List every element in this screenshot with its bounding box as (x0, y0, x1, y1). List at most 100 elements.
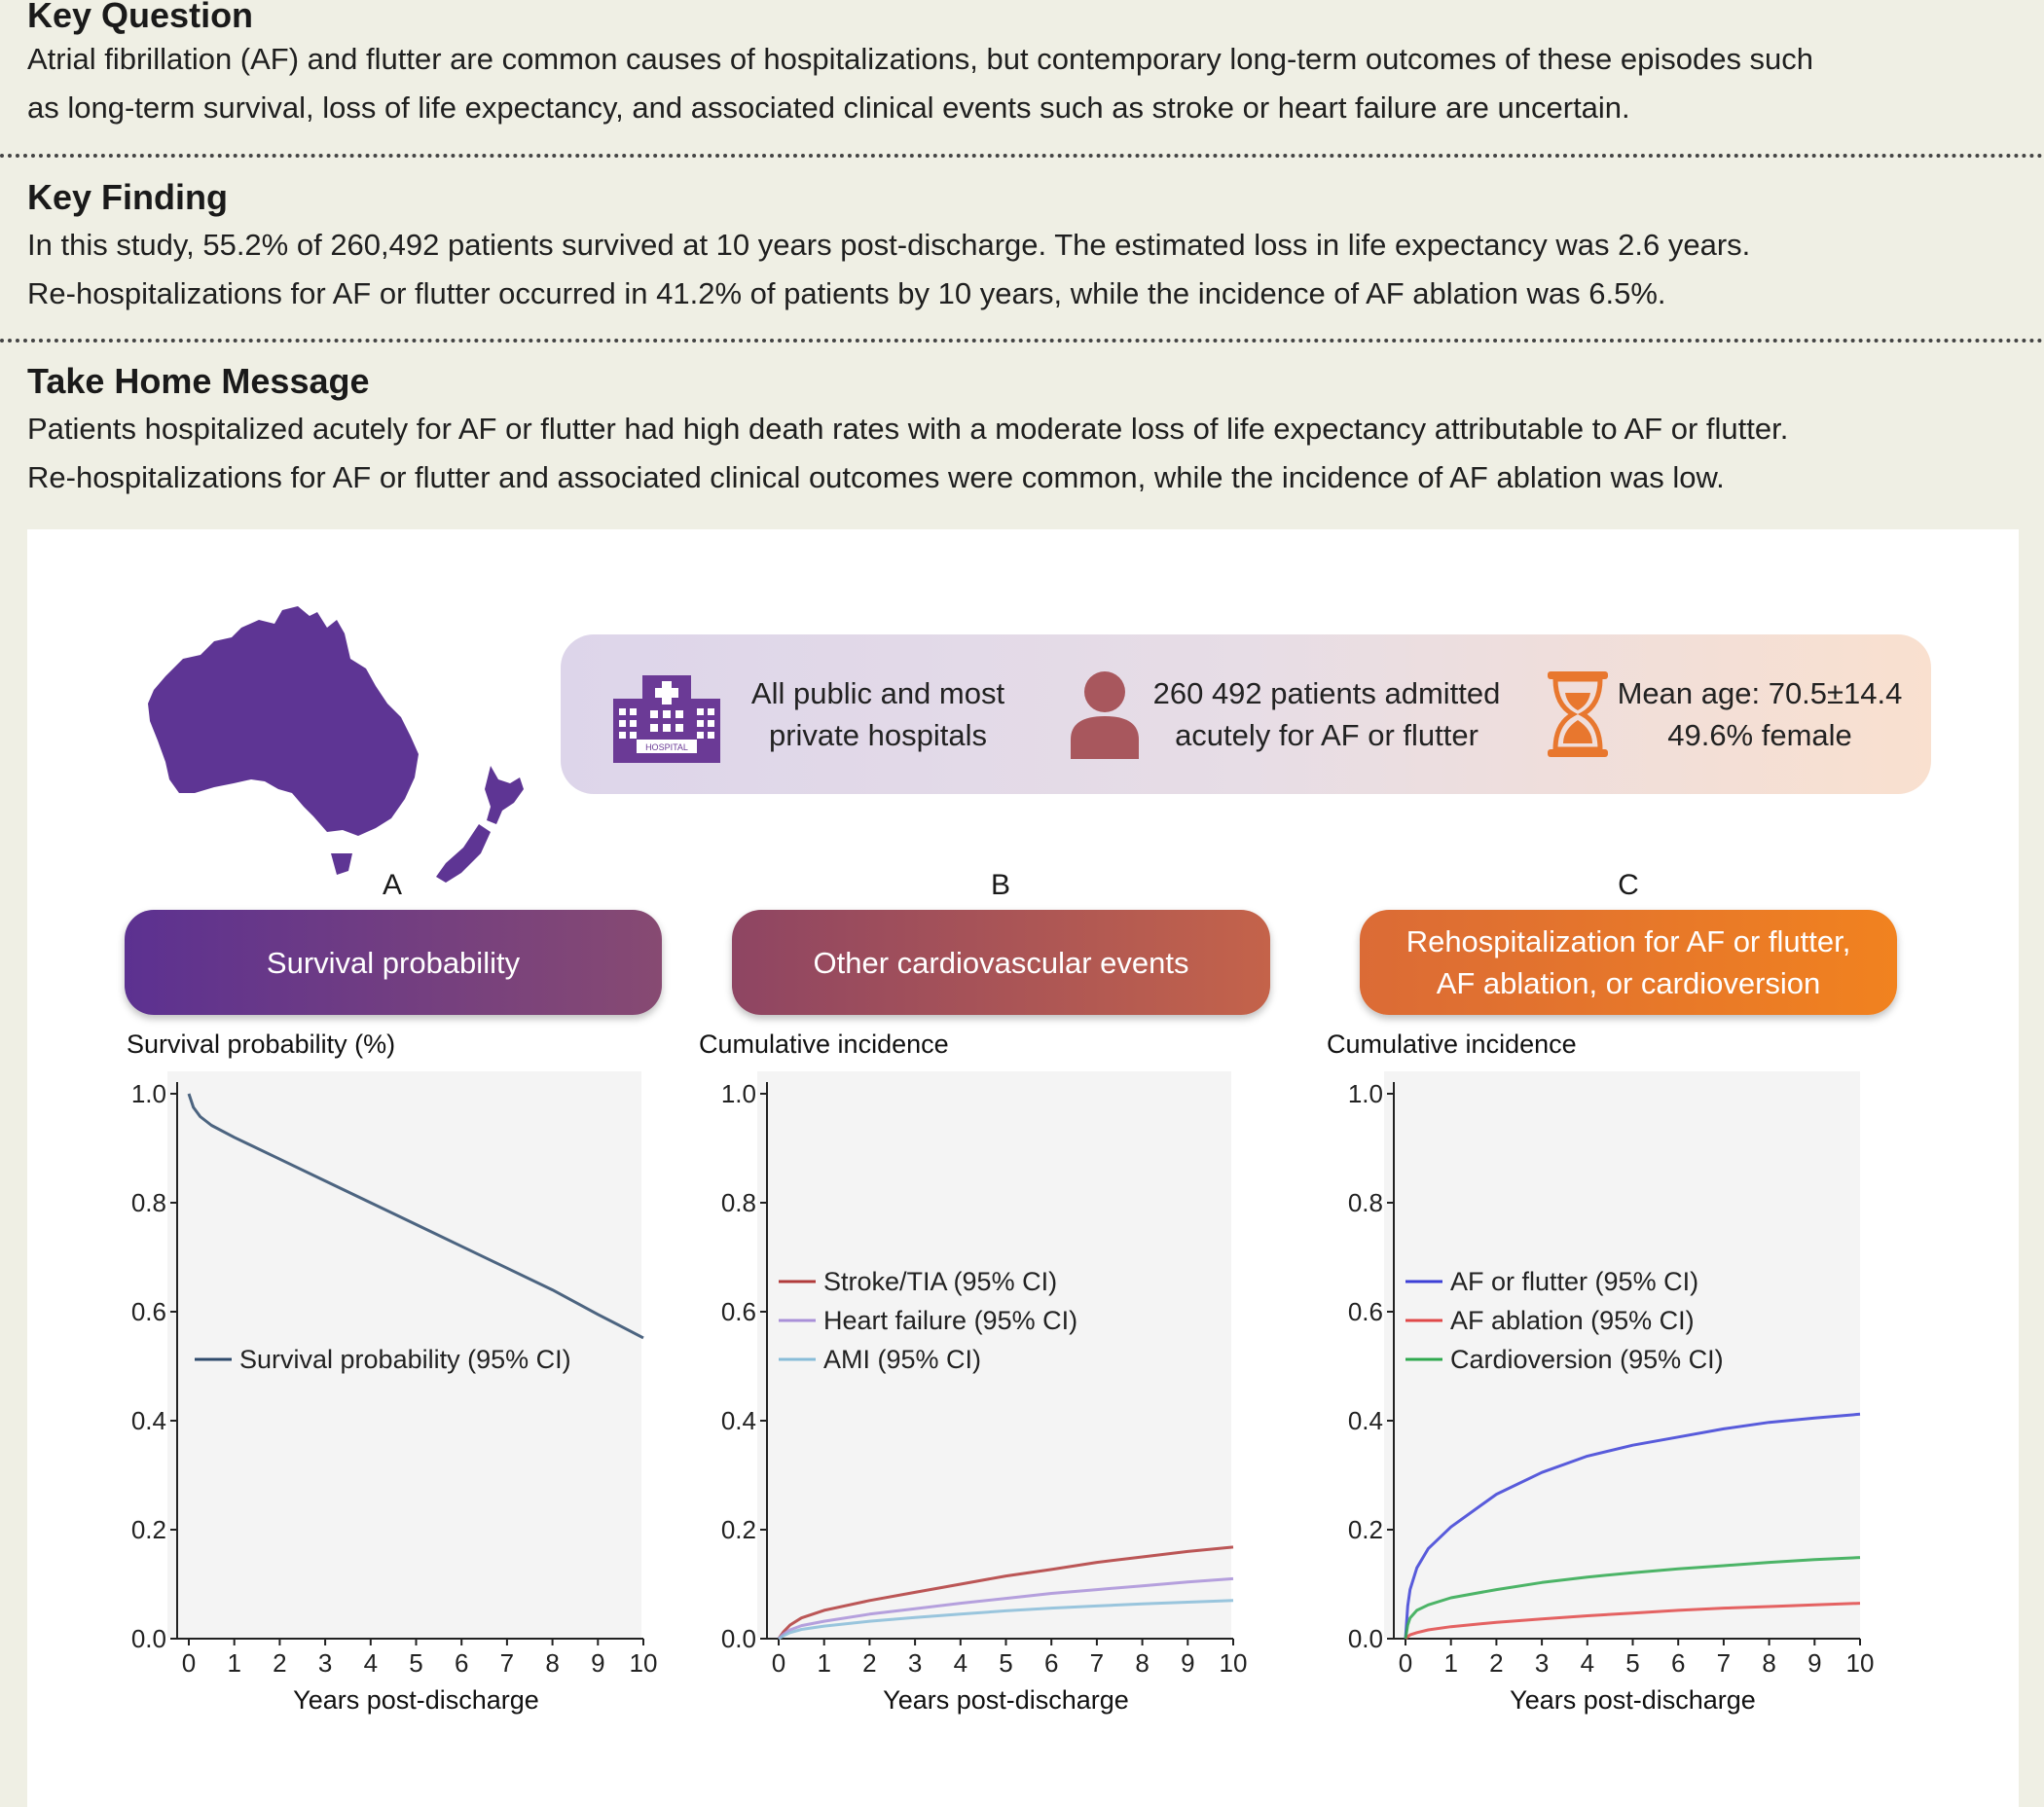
y-tick-label: 0.2 (131, 1515, 166, 1544)
key-question-line-2: as long-term survival, loss of life expe… (27, 90, 1630, 125)
chart-c: 0.0 0.2 0.4 0.6 0.8 1.0 0 1 2 3 4 5 6 7 8 9 10 Years post… (1348, 1071, 1875, 1715)
x-tick-label: 0 (1399, 1648, 1412, 1678)
y-tick-label: 0.6 (1348, 1297, 1383, 1326)
take-home-line-1: Patients hospitalized acutely for AF or … (27, 412, 1789, 446)
x-tick-label: 4 (364, 1648, 378, 1678)
hospitals-info: All public and most private hospitals (732, 672, 1024, 756)
panel-a-title-text: Survival probability (266, 945, 521, 980)
age-line-1: Mean age: 70.5±14.4 (1617, 676, 1903, 710)
x-tick-label: 7 (1717, 1648, 1731, 1678)
y-tick-label: 0.4 (721, 1406, 756, 1435)
hospitals-line-1: All public and most (750, 676, 1005, 710)
x-tick-label: 0 (182, 1648, 196, 1678)
x-tick-label: 10 (1846, 1648, 1875, 1678)
panel-c-title-line-2: AF ablation, or cardioversion (1436, 966, 1821, 1000)
x-tick-label: 4 (1581, 1648, 1594, 1678)
x-tick-label: 9 (1181, 1648, 1194, 1678)
key-question-section: Key Question Atrial fibrillation (AF) an… (27, 0, 2018, 132)
plot-area (167, 1071, 641, 1638)
x-tick-label: 8 (545, 1648, 559, 1678)
key-question-line-1: Atrial fibrillation (AF) and flutter are… (27, 42, 1814, 76)
chart-c-ylabel: Cumulative incidence (1327, 1030, 1577, 1059)
x-tick-label: 5 (409, 1648, 422, 1678)
y-tick-label: 1.0 (1348, 1079, 1383, 1108)
y-tick-label: 0.4 (1348, 1406, 1383, 1435)
x-tick-label: 9 (1807, 1648, 1821, 1678)
hospital-sign-text: HOSPITAL (645, 742, 688, 752)
plot-area (757, 1071, 1231, 1638)
y-tick-label: 1.0 (721, 1079, 756, 1108)
divider-2 (0, 339, 2044, 343)
panel-c-title: Rehospitalization for AF or flutter, AF … (1360, 910, 1897, 1015)
y-tick-label: 0.2 (721, 1515, 756, 1544)
legend-label: Survival probability (95% CI) (239, 1345, 571, 1374)
legend-label: AMI (95% CI) (823, 1345, 981, 1374)
panel-letter-b: B (990, 869, 1010, 901)
series-line-3 (1404, 1556, 1861, 1640)
x-tick-label: 2 (862, 1648, 876, 1678)
x-tick-label: 2 (273, 1648, 286, 1678)
hospitals-line-2: private hospitals (768, 718, 987, 752)
patients-line-2: acutely for AF or flutter (1175, 718, 1478, 752)
x-tick-label: 6 (1044, 1648, 1058, 1678)
chart-b-ylabel: Cumulative incidence (699, 1030, 949, 1059)
take-home-heading: Take Home Message (27, 361, 370, 401)
x-axis-label: Years post-discharge (1510, 1685, 1756, 1715)
x-tick-label: 3 (908, 1648, 922, 1678)
hourglass-icon (1548, 671, 1608, 757)
series-line-2 (1404, 1602, 1861, 1641)
x-tick-label: 1 (1443, 1648, 1457, 1678)
y-tick-label: 0.2 (1348, 1515, 1383, 1544)
x-tick-label: 3 (1535, 1648, 1549, 1678)
legend-label: Stroke/TIA (95% CI) (823, 1267, 1057, 1296)
y-tick-label: 0.8 (721, 1188, 756, 1217)
x-tick-label: 0 (772, 1648, 785, 1678)
x-tick-label: 8 (1135, 1648, 1149, 1678)
key-finding-section: Key Finding In this study, 55.2% of 260,… (27, 176, 2018, 318)
panel-a-title: Survival probability (125, 910, 662, 1015)
legend-label: AF ablation (95% CI) (1450, 1306, 1695, 1335)
x-tick-label: 5 (999, 1648, 1012, 1678)
legend-label: AF or flutter (95% CI) (1450, 1267, 1698, 1296)
divider-1 (0, 154, 2044, 158)
australia-nz-map-icon (148, 606, 524, 883)
y-tick-label: 0.6 (721, 1297, 756, 1326)
y-tick-label: 0.0 (1348, 1624, 1383, 1653)
key-finding-line-2: Re-hospitalizations for AF or flutter oc… (27, 276, 1666, 310)
x-tick-label: 4 (954, 1648, 967, 1678)
x-tick-label: 8 (1762, 1648, 1775, 1678)
x-tick-label: 6 (455, 1648, 468, 1678)
x-tick-label: 1 (227, 1648, 240, 1678)
patients-line-1: 260 492 patients admitted (1152, 676, 1501, 710)
key-question-text: Atrial fibrillation (AF) and flutter are… (27, 35, 2018, 132)
y-tick-label: 1.0 (131, 1079, 166, 1108)
panel-b-title-text: Other cardiovascular events (813, 945, 1189, 980)
legend-label: Heart failure (95% CI) (823, 1306, 1077, 1335)
series-line-3 (778, 1599, 1234, 1641)
x-tick-label: 10 (1220, 1648, 1248, 1678)
y-tick-label: 0.0 (721, 1624, 756, 1653)
take-home-text: Patients hospitalized acutely for AF or … (27, 405, 2018, 502)
y-tick-label: 0.6 (131, 1297, 166, 1326)
series-line-1 (1404, 1412, 1861, 1640)
x-tick-label: 2 (1489, 1648, 1503, 1678)
person-icon (1071, 671, 1139, 759)
key-finding-line-1: In this study, 55.2% of 260,492 patients… (27, 228, 1751, 262)
x-tick-label: 6 (1671, 1648, 1685, 1678)
chart-a: 0.0 0.2 0.4 0.6 0.8 1.0 0 1 2 3 4 5 6 7 8 9 10 Years post… (131, 1071, 658, 1715)
panel-c-title-line-1: Rehospitalization for AF or flutter, (1405, 924, 1851, 958)
panel-letter-c: C (1618, 869, 1639, 901)
x-tick-label: 10 (630, 1648, 658, 1678)
key-finding-text: In this study, 55.2% of 260,492 patients… (27, 221, 2018, 318)
take-home-section: Take Home Message Patients hospitalized … (27, 360, 2018, 502)
x-axis-label: Years post-discharge (293, 1685, 539, 1715)
plot-area (1384, 1071, 1860, 1638)
y-tick-label: 0.4 (131, 1406, 166, 1435)
x-tick-label: 3 (318, 1648, 332, 1678)
x-tick-label: 1 (817, 1648, 830, 1678)
x-axis-label: Years post-discharge (883, 1685, 1129, 1715)
y-tick-label: 0.8 (1348, 1188, 1383, 1217)
x-tick-label: 9 (591, 1648, 604, 1678)
x-tick-label: 7 (1090, 1648, 1104, 1678)
